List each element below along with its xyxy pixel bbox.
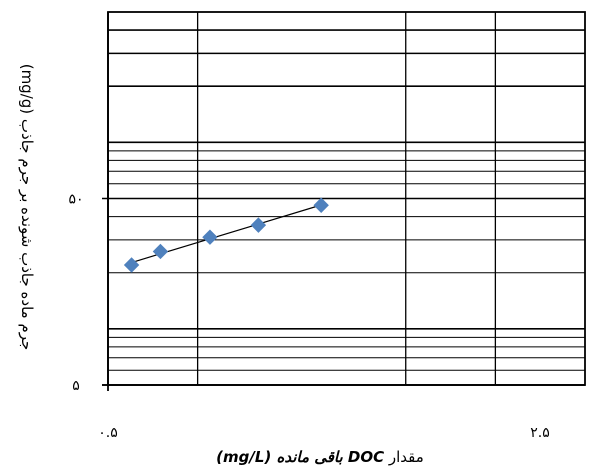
x-tick-label: ۰.۵ — [98, 425, 118, 441]
grid — [108, 12, 585, 385]
y-tick-label: ۵۰ — [68, 192, 83, 208]
y-axis-label: جرم ماده جاذب شونده بر جرم جاذب (mg/g) — [18, 63, 36, 351]
axes — [102, 11, 586, 391]
data-point — [250, 217, 267, 233]
data-point — [123, 257, 140, 273]
x-tick-label: ۲.۵ — [530, 425, 550, 441]
data-point — [152, 243, 169, 260]
data-points — [123, 197, 329, 273]
x-axis-label: مقدار DOC باقی مانده (mg/L) — [190, 448, 450, 466]
tick-labels: ۵ ۵۰ ۰.۵ ۲.۵ — [68, 192, 549, 442]
y-tick-label: ۵ — [72, 378, 80, 394]
x-axis-label-main: DOC باقی مانده (mg/L) — [216, 448, 385, 466]
data-point — [313, 197, 329, 213]
x-axis-label-prefix: مقدار — [388, 448, 424, 466]
data-point — [202, 229, 218, 245]
